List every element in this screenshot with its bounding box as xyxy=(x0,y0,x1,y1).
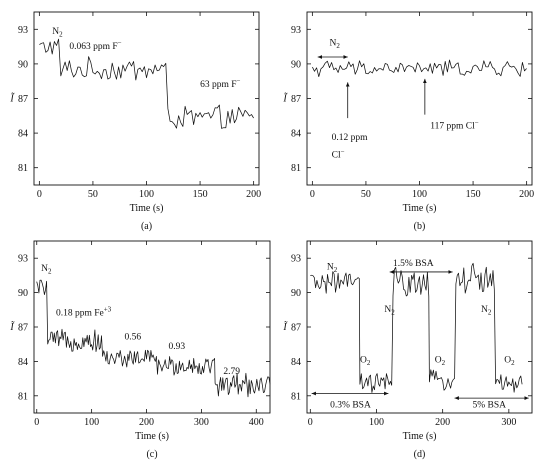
panel-caption: (d) xyxy=(414,449,426,460)
panel-caption: (a) xyxy=(141,221,152,232)
x-tick-label: 200 xyxy=(139,417,154,428)
y-tick-label: 93 xyxy=(18,25,28,36)
y-tick-label: 84 xyxy=(291,357,301,368)
x-axis-label: Time (s) xyxy=(135,431,169,442)
y-tick-label: 93 xyxy=(291,254,301,265)
annotation-label: 63 ppm F− xyxy=(200,77,240,90)
chart-panel-d: 0 100 200 300 81 84 87 90 93 Time (s) Ĩ (d) N2 1.5% … xyxy=(282,240,533,460)
signal-line xyxy=(310,262,523,393)
x-tick-label: 0 xyxy=(34,417,39,428)
x-axis-label: Time (s) xyxy=(130,203,164,214)
x-tick-label: 0 xyxy=(37,189,42,200)
annotation-label: 0.18 ppm Fe+3 xyxy=(56,306,112,319)
annotation-label: N2 xyxy=(41,264,52,276)
annotation-label: O2 xyxy=(435,356,446,368)
x-tick-label: 150 xyxy=(193,189,208,200)
x-tick-label: 200 xyxy=(246,189,261,200)
y-tick-label: 87 xyxy=(18,323,28,334)
y-tick-label: 84 xyxy=(18,129,28,140)
x-axis-label: Time (s) xyxy=(403,431,437,442)
y-tick-label: 84 xyxy=(291,129,301,140)
y-axis-label: Ĩ xyxy=(282,321,288,333)
y-tick-label: 84 xyxy=(18,357,28,368)
x-tick-label: 100 xyxy=(84,417,99,428)
annotation-label: N2 xyxy=(327,263,338,275)
x-tick-label: 300 xyxy=(501,417,516,428)
y-tick-label: 81 xyxy=(291,163,301,174)
signal-line xyxy=(39,38,254,129)
x-tick-label: 150 xyxy=(466,189,481,200)
annotation-label: 0.56 xyxy=(125,333,142,343)
x-tick-label: 100 xyxy=(369,417,384,428)
y-tick-label: 87 xyxy=(18,94,28,105)
signal-line xyxy=(36,279,271,398)
y-tick-label: 90 xyxy=(18,288,28,299)
annotation-label: N2 xyxy=(52,27,63,39)
x-tick-label: 0 xyxy=(310,189,315,200)
y-axis-label: Ĩ xyxy=(282,93,288,105)
annotation-label: 5% BSA xyxy=(472,400,506,410)
chart-panel-c: 0 100 200 300 400 81 84 87 90 93 Time (s) Ĩ (c) N2 0.… xyxy=(9,240,271,460)
y-tick-label: 81 xyxy=(291,391,301,402)
y-tick-label: 90 xyxy=(291,288,301,299)
annotation-label: 2.79 xyxy=(223,367,240,377)
annotation-label: O2 xyxy=(504,356,515,368)
signal-line xyxy=(312,59,527,77)
y-tick-label: 90 xyxy=(18,59,28,70)
y-tick-label: 81 xyxy=(18,163,28,174)
annotation-label: Cl− xyxy=(332,147,345,160)
annotation-label: 117 ppm Cl− xyxy=(430,118,479,131)
panel-caption: (b) xyxy=(414,221,426,232)
annotation-label: N2 xyxy=(481,305,492,317)
plot-frame xyxy=(306,11,533,186)
y-tick-label: 87 xyxy=(291,94,301,105)
x-tick-label: 200 xyxy=(519,189,534,200)
x-tick-label: 300 xyxy=(194,417,209,428)
x-tick-label: 50 xyxy=(361,189,371,200)
x-tick-label: 200 xyxy=(435,417,450,428)
y-tick-label: 93 xyxy=(291,25,301,36)
panel-caption: (c) xyxy=(146,449,157,460)
annotation-label: N2 xyxy=(384,305,395,317)
y-tick-label: 87 xyxy=(291,323,301,334)
x-tick-label: 100 xyxy=(139,189,154,200)
chart-panel-a: 0 50 100 150 200 81 84 87 90 93 Time (s) Ĩ (a) N2 0.0… xyxy=(9,11,261,232)
annotation-label: 0.93 xyxy=(168,342,185,352)
y-tick-label: 81 xyxy=(18,391,28,402)
annotation-label: N2 xyxy=(330,38,341,50)
y-axis-label: Ĩ xyxy=(9,321,15,333)
plot-frame xyxy=(33,11,260,186)
annotation-label: 0.063 ppm F− xyxy=(69,39,121,52)
annotation-label: 1.5% BSA xyxy=(393,259,434,269)
annotation-label: 0.3% BSA xyxy=(330,400,371,410)
y-tick-label: 90 xyxy=(291,59,301,70)
x-axis-label: Time (s) xyxy=(403,203,437,214)
annotation-label: O2 xyxy=(360,356,371,368)
x-tick-label: 50 xyxy=(88,189,98,200)
x-tick-label: 100 xyxy=(412,189,427,200)
x-tick-label: 0 xyxy=(308,417,313,428)
y-axis-label: Ĩ xyxy=(9,93,15,105)
y-tick-label: 93 xyxy=(18,254,28,265)
chart-panel-b: 0 50 100 150 200 81 84 87 90 93 Time (s) Ĩ (b) N2 0.1… xyxy=(282,11,534,232)
x-tick-label: 400 xyxy=(249,417,264,428)
annotation-label: 0.12 ppm xyxy=(332,133,369,143)
